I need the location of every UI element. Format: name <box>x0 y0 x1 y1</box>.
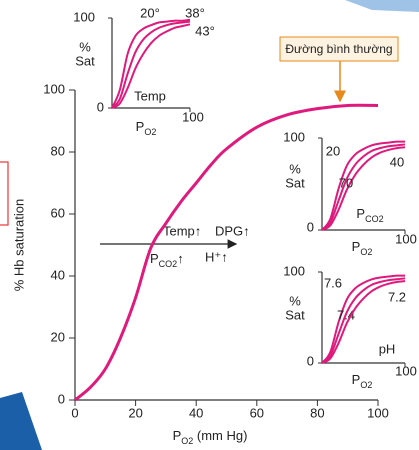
y-tick-label: 60 <box>51 205 65 220</box>
inset-annotation: PCO2 <box>356 206 383 224</box>
x-axis-label: PO2 <box>136 119 157 137</box>
x-axis-label: PO2 (mm Hg) <box>173 428 248 446</box>
inset-annotation-part: P <box>356 206 365 221</box>
x-axis-label-part: O2 <box>144 127 156 137</box>
y-tick-label: 100 <box>283 129 305 144</box>
series-label: 7.4 <box>337 307 355 322</box>
series-label: 20 <box>326 143 340 158</box>
x-tick-label: 20 <box>128 405 142 420</box>
highlight-box <box>0 161 9 226</box>
curve <box>321 280 406 364</box>
inset-annotation: pH <box>379 341 396 356</box>
y-tick-label: 100 <box>43 81 65 96</box>
x-tick-label: 100 <box>182 109 204 124</box>
x-axis-label-part: P <box>352 372 361 387</box>
x-tick-label: 0 <box>71 405 78 420</box>
annotation: H⁺↑ <box>205 249 228 264</box>
x-axis-label-part: O2 <box>360 380 372 390</box>
curve <box>321 143 406 231</box>
series-label: 20° <box>140 5 160 20</box>
x-axis-label-part: P <box>136 119 145 134</box>
series-label: 38° <box>185 5 205 20</box>
y-axis-label: % <box>289 161 301 176</box>
curve <box>111 23 191 109</box>
annotation-part: P <box>150 251 159 266</box>
series-label: 40 <box>390 154 404 169</box>
series-label: 70 <box>339 175 353 190</box>
annotation-part: CO2 <box>159 259 178 269</box>
series-label: 7.6 <box>324 275 342 290</box>
curve <box>74 103 379 402</box>
x-tick-label: 100 <box>367 405 389 420</box>
inset-annotation-part: CO2 <box>365 214 384 224</box>
x-tick-label: 100 <box>395 363 417 378</box>
curve <box>321 140 406 231</box>
normal-curve-box <box>279 36 399 62</box>
y-axis-label: Sat <box>285 175 305 190</box>
y-tick-label: 0 <box>97 99 104 114</box>
background-decoration <box>345 0 419 12</box>
curve <box>321 146 406 231</box>
x-tick-label: 60 <box>250 405 264 420</box>
annotation: Temp↑ <box>163 223 201 238</box>
x-axis-label-part: (mm Hg) <box>193 428 247 443</box>
x-tick-label: 100 <box>395 231 417 246</box>
y-tick-label: 100 <box>283 263 305 278</box>
annotation: Đường bình thường <box>285 42 392 56</box>
inset-annotation: Temp <box>134 88 166 103</box>
annotation: DPG↑ <box>215 223 250 238</box>
y-axis-label: Sat <box>75 53 95 68</box>
series-label: 7.2 <box>388 289 406 304</box>
y-tick-label: 40 <box>51 267 65 282</box>
x-axis-label-part: P <box>173 428 182 443</box>
x-axis-label-part: O2 <box>181 436 193 446</box>
y-tick-label: 0 <box>58 391 65 406</box>
y-tick-label: 20 <box>51 329 65 344</box>
curve <box>111 20 191 109</box>
y-tick-label: 0 <box>307 353 314 368</box>
curve <box>111 18 191 109</box>
background-decoration <box>0 392 42 450</box>
y-tick-label: 100 <box>73 9 95 24</box>
x-tick-label: 80 <box>310 405 324 420</box>
y-axis-label: Sat <box>285 307 305 322</box>
x-axis-label-part: O2 <box>360 247 372 257</box>
y-tick-label: 80 <box>51 143 65 158</box>
y-axis-label: % Hb saturation <box>11 199 26 292</box>
y-axis-label: % <box>289 293 301 308</box>
series-label: 43° <box>195 23 215 38</box>
annotation-part: ↑ <box>177 251 184 266</box>
x-axis-label-part: P <box>352 239 361 254</box>
y-axis-label: % <box>79 39 91 54</box>
curve <box>321 274 406 364</box>
x-tick-label: 40 <box>189 405 203 420</box>
curve <box>321 277 406 364</box>
x-axis-label: PO2 <box>352 372 373 390</box>
annotation: PCO2↑ <box>150 251 184 269</box>
y-tick-label: 0 <box>307 219 314 234</box>
x-axis-label: PO2 <box>352 239 373 257</box>
